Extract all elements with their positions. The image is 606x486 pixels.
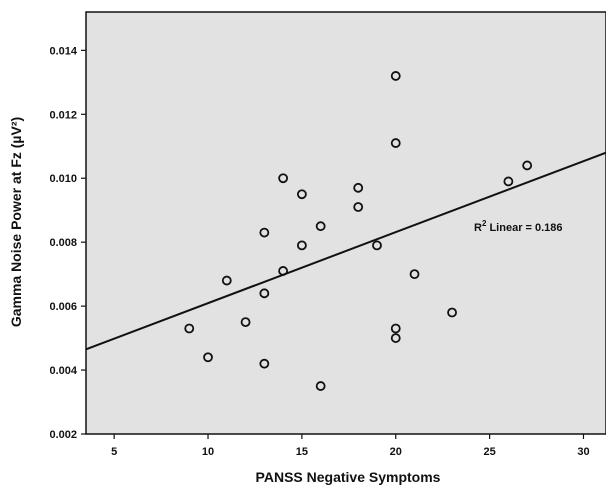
y-axis-title: Gamma Noise Power at Fz (µV²) <box>8 117 24 327</box>
y-tick-label: 0.014 <box>49 45 77 57</box>
data-point <box>259 288 270 299</box>
data-point <box>203 352 213 363</box>
y-tick-label: 0.010 <box>49 173 77 185</box>
data-point <box>259 227 270 238</box>
x-axis-title: PANSS Negative Symptoms <box>256 469 441 485</box>
x-tick-label: 10 <box>202 446 214 458</box>
data-point <box>259 358 270 369</box>
data-point <box>409 269 420 280</box>
y-tick-label: 0.012 <box>49 109 77 121</box>
data-point <box>447 307 457 318</box>
data-point <box>296 189 307 200</box>
data-point <box>278 266 289 276</box>
data-point <box>522 160 533 171</box>
x-axis-ticks: 5 10 15 20 25 30 <box>111 434 590 458</box>
x-tick-label: 20 <box>390 446 402 458</box>
data-point <box>240 317 251 328</box>
y-axis-ticks: 0.002 0.004 0.006 0.008 0.010 0.012 0.014 <box>49 45 86 441</box>
x-tick-label: 30 <box>577 446 589 458</box>
data-point <box>221 275 232 286</box>
data-point <box>278 173 289 184</box>
plot-area <box>85 11 606 435</box>
y-tick-label: 0.008 <box>49 237 77 249</box>
y-tick-label: 0.004 <box>49 365 77 377</box>
data-point <box>390 323 401 334</box>
y-tick-label: 0.006 <box>49 301 77 313</box>
data-point <box>353 202 364 212</box>
data-point <box>315 221 326 232</box>
linear-fit-line <box>85 151 606 351</box>
data-points <box>184 71 533 391</box>
x-tick-label: 5 <box>111 446 117 458</box>
data-point <box>390 138 401 148</box>
data-point <box>503 176 514 187</box>
r-squared-annotation: R2 Linear = 0.186 <box>474 219 563 234</box>
data-point <box>184 323 195 334</box>
data-point <box>372 240 382 251</box>
data-point <box>315 381 326 391</box>
x-tick-label: 15 <box>296 446 308 458</box>
x-tick-label: 25 <box>483 446 495 458</box>
data-point <box>390 71 401 81</box>
data-point <box>390 333 401 343</box>
data-point <box>296 240 307 251</box>
data-point <box>353 182 364 193</box>
y-tick-label: 0.002 <box>49 429 77 441</box>
